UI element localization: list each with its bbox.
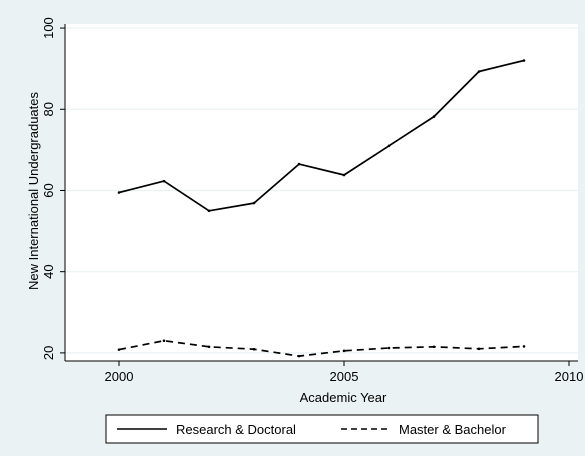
data-point: [432, 115, 436, 118]
x-axis-ticks: 2000 2005 2010: [105, 361, 584, 384]
x-axis-title: Academic Year: [300, 390, 387, 405]
data-point: [162, 339, 166, 342]
y-axis-ticks: 20 40 60 80 100: [41, 17, 65, 360]
legend-label-research-doctoral: Research & Doctoral: [176, 422, 296, 437]
data-point: [252, 201, 256, 205]
legend-label-master-bachelor: Master & Bachelor: [399, 422, 507, 437]
y-tick-label: 60: [41, 183, 56, 197]
x-tick-label: 2005: [330, 369, 359, 384]
data-point: [387, 144, 391, 148]
data-point: [252, 347, 256, 351]
legend: Research & Doctoral Master & Bachelor: [105, 414, 539, 444]
y-tick-label: 80: [41, 102, 56, 116]
series-line-master-bachelor: [118, 339, 525, 357]
data-point: [297, 162, 301, 166]
data-point: [432, 345, 436, 349]
data-point: [522, 345, 526, 348]
y-tick-label: 20: [41, 346, 56, 360]
plot-area: [65, 24, 578, 361]
data-point: [207, 345, 211, 349]
series-layer: [117, 59, 526, 358]
y-tick-label: 100: [41, 17, 56, 39]
data-point: [117, 348, 121, 351]
data-point: [117, 191, 121, 194]
data-point: [342, 349, 346, 353]
data-point: [342, 173, 346, 177]
series-line-research-doctoral: [118, 59, 525, 212]
data-point: [522, 59, 526, 62]
y-tick-label: 40: [41, 264, 56, 278]
grid-lines: [65, 27, 578, 354]
data-point: [387, 346, 391, 350]
data-point: [207, 209, 211, 213]
y-axis-title: New International Undergraduates: [26, 91, 41, 290]
x-tick-label: 2000: [105, 369, 134, 384]
x-tick-label: 2010: [555, 369, 584, 384]
data-point: [162, 179, 166, 183]
data-point: [477, 347, 481, 351]
data-point: [297, 354, 301, 358]
data-point: [477, 70, 481, 73]
legend-box: [105, 414, 539, 444]
